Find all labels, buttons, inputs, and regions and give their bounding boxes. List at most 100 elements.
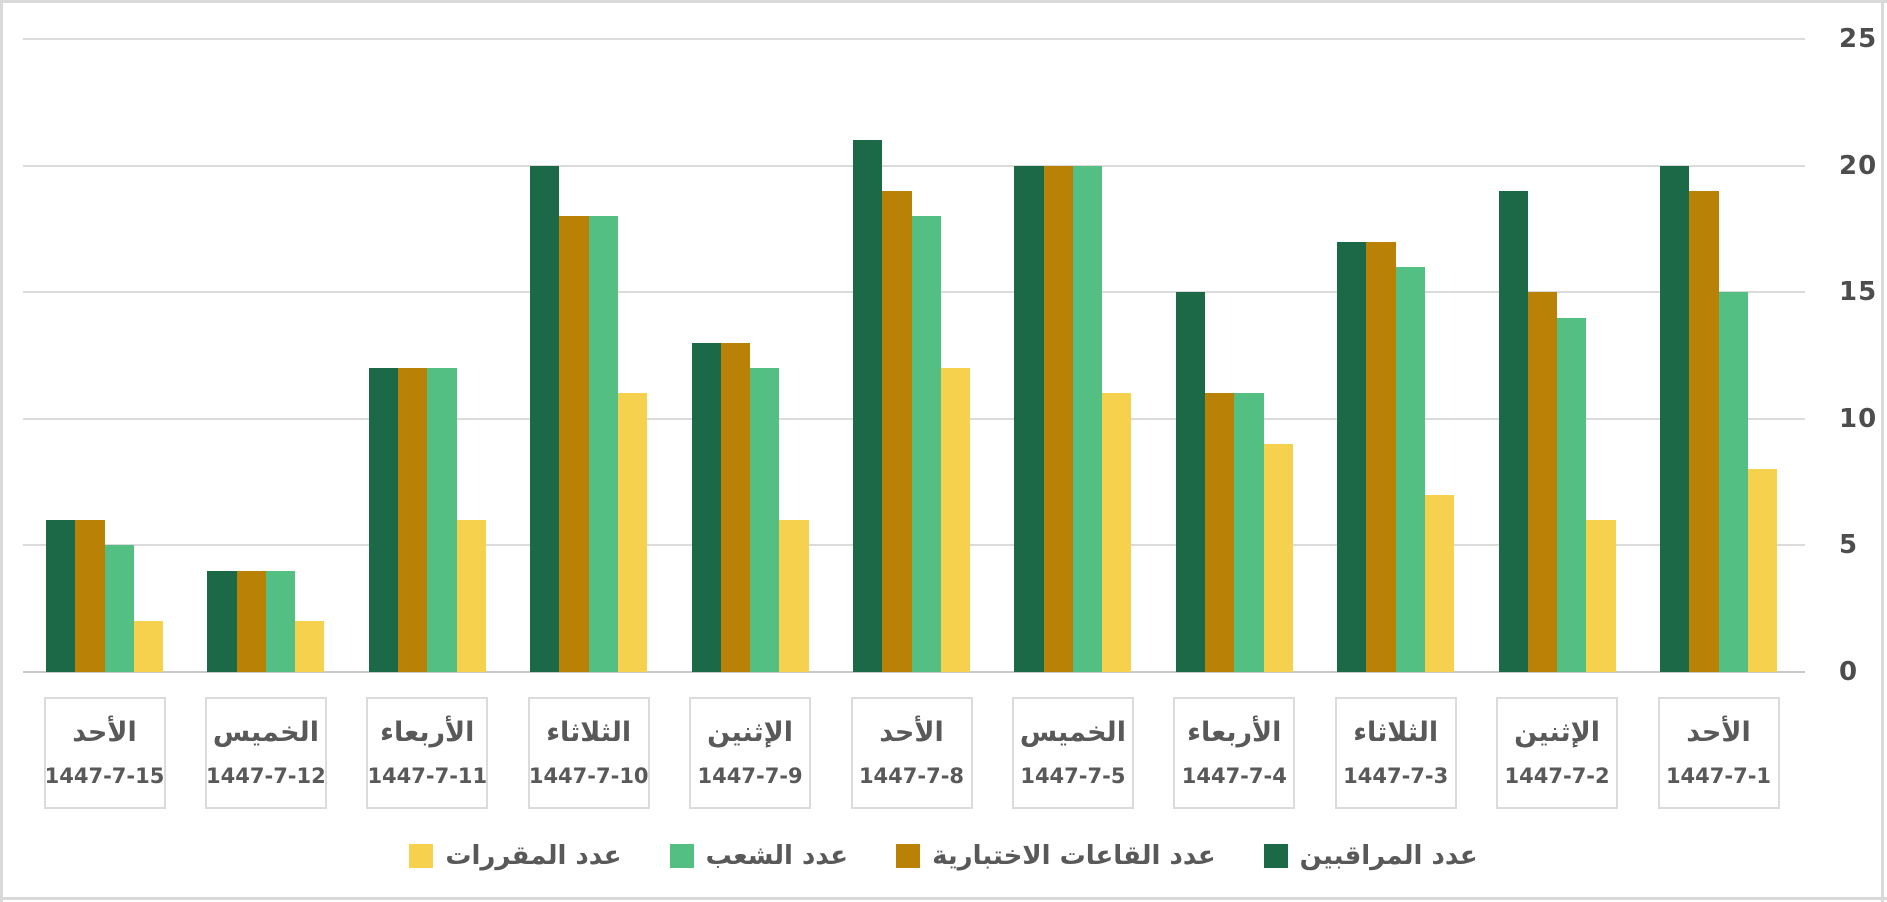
category-day-name: الأربعاء — [380, 717, 475, 748]
category-date: 1447-7-11 — [367, 764, 488, 788]
legend-swatch-icon — [1263, 844, 1288, 868]
bar-series0-cat5[interactable] — [853, 140, 883, 672]
bar-series3-cat2[interactable] — [456, 520, 486, 672]
category-day-name: الثلاثاء — [546, 717, 632, 748]
category-day-name: الخميس — [212, 717, 319, 748]
y-axis-tick-label: 5 — [1839, 530, 1859, 561]
bar-series3-cat9[interactable] — [1586, 520, 1616, 672]
category-date: 1447-7-9 — [697, 764, 803, 788]
x-axis-category-label: الأحد 1447-7-1 — [1657, 697, 1780, 809]
category-date: 1447-7-5 — [1020, 764, 1126, 788]
bar-series3-cat0[interactable] — [133, 621, 163, 672]
y-axis-tick-label: 10 — [1839, 403, 1878, 434]
bar-series0-cat3[interactable] — [530, 165, 560, 672]
bar-series2-cat9[interactable] — [1557, 317, 1587, 672]
bar-series1-cat4[interactable] — [720, 342, 751, 672]
gridline — [23, 38, 1805, 40]
category-date: 1447-7-4 — [1181, 764, 1287, 788]
category-day-name: الإثنين — [707, 717, 794, 748]
legend-swatch-icon — [669, 844, 694, 868]
bar-series3-cat6[interactable] — [1102, 393, 1132, 672]
x-axis-category-label: الأربعاء 1447-7-11 — [366, 697, 489, 809]
bar-series3-cat8[interactable] — [1424, 494, 1455, 672]
bar-series1-cat0[interactable] — [75, 520, 105, 672]
bar-series1-cat8[interactable] — [1366, 241, 1396, 672]
gridline — [23, 164, 1805, 167]
bar-series2-cat2[interactable] — [427, 368, 457, 672]
bar-series2-cat6[interactable] — [1072, 165, 1103, 672]
x-axis-category-label: الخميس 1447-7-5 — [1011, 697, 1134, 809]
bar-series3-cat4[interactable] — [779, 520, 809, 672]
x-axis-category-label: الأحد 1447-7-8 — [850, 697, 973, 809]
bar-series2-cat0[interactable] — [104, 545, 134, 672]
legend-label: عدد القاعات الاختبارية — [932, 841, 1216, 871]
category-day-name: الأحد — [879, 717, 944, 748]
bar-series0-cat2[interactable] — [368, 368, 399, 672]
bar-series2-cat7[interactable] — [1234, 393, 1264, 672]
legend-item-series1[interactable]: عدد القاعات الاختبارية — [896, 843, 1216, 869]
category-day-name: الأربعاء — [1187, 717, 1282, 748]
category-day-name: الأحد — [72, 717, 137, 748]
bar-series0-cat0[interactable] — [46, 520, 76, 672]
bar-series0-cat8[interactable] — [1337, 241, 1367, 672]
bar-series1-cat3[interactable] — [559, 216, 589, 672]
bar-series3-cat3[interactable] — [617, 393, 648, 672]
x-axis-line — [23, 671, 1805, 673]
bar-series1-cat10[interactable] — [1689, 190, 1719, 672]
category-date: 1447-7-1 — [1665, 764, 1772, 788]
x-axis-category-label: الثلاثاء 1447-7-10 — [527, 697, 650, 809]
bar-series1-cat7[interactable] — [1205, 393, 1235, 672]
window-border-right — [1881, 0, 1884, 902]
bar-series2-cat4[interactable] — [750, 368, 780, 672]
bar-series2-cat8[interactable] — [1395, 266, 1425, 672]
x-axis-category-label: الأربعاء 1447-7-4 — [1173, 697, 1296, 809]
x-axis-category-label: الخميس 1447-7-12 — [204, 697, 327, 809]
bar-series2-cat10[interactable] — [1718, 292, 1748, 672]
bar-series2-cat3[interactable] — [588, 216, 618, 672]
legend-item-series2[interactable]: عدد الشعب — [669, 841, 849, 871]
bar-series3-cat10[interactable] — [1747, 469, 1777, 672]
window-border-bottom — [0, 897, 1887, 900]
bar-series1-cat2[interactable] — [398, 368, 428, 672]
bar-series0-cat7[interactable] — [1175, 292, 1206, 672]
bar-series1-cat6[interactable] — [1043, 165, 1073, 672]
bar-series3-cat7[interactable] — [1263, 444, 1293, 672]
bar-series2-cat1[interactable] — [265, 570, 296, 672]
bar-series0-cat1[interactable] — [207, 570, 237, 672]
legend-label: عدد الشعب — [705, 841, 849, 871]
legend-label: عدد المراقبين — [1299, 841, 1478, 871]
category-date: 1447-7-3 — [1343, 764, 1449, 788]
bar-series0-cat4[interactable] — [691, 342, 721, 672]
category-day-name: الثلاثاء — [1353, 717, 1439, 748]
bar-series0-cat10[interactable] — [1660, 165, 1690, 672]
legend-swatch-icon — [409, 844, 434, 868]
x-axis-category-label: الثلاثاء 1447-7-3 — [1334, 697, 1457, 809]
chart-legend: عدد المقررات عدد الشعب عدد القاعات الاختبا… — [0, 836, 1887, 876]
category-date: 1447-7-10 — [528, 764, 649, 788]
category-day-name: الأحد — [1686, 717, 1751, 748]
window-border-top — [0, 0, 1887, 3]
bar-series1-cat5[interactable] — [882, 190, 912, 672]
y-axis-tick-label: 20 — [1839, 150, 1878, 181]
category-date: 1447-7-2 — [1504, 764, 1610, 788]
window-border-left — [0, 0, 3, 902]
bar-series2-cat5[interactable] — [911, 216, 941, 672]
bar-series0-cat9[interactable] — [1498, 190, 1528, 672]
bar-series3-cat5[interactable] — [940, 368, 970, 672]
legend-label: عدد المقررات — [445, 841, 622, 871]
legend-swatch-icon — [896, 844, 921, 868]
category-day-name: الخميس — [1019, 717, 1126, 748]
category-date: 1447-7-15 — [44, 764, 165, 788]
category-date: 1447-7-8 — [858, 764, 965, 788]
category-date: 1447-7-12 — [206, 764, 326, 788]
bar-series1-cat9[interactable] — [1527, 292, 1558, 672]
bar-series3-cat1[interactable] — [295, 621, 325, 672]
x-axis-category-label: الإثنين 1447-7-2 — [1496, 697, 1619, 809]
y-axis-tick-label: 25 — [1839, 24, 1878, 54]
bar-series1-cat1[interactable] — [236, 570, 266, 672]
legend-item-series0[interactable]: عدد المراقبين — [1263, 841, 1478, 871]
legend-item-series3[interactable]: عدد المقررات — [409, 841, 622, 871]
bar-series0-cat6[interactable] — [1014, 165, 1044, 672]
y-axis-tick-label: 0 — [1839, 657, 1859, 687]
